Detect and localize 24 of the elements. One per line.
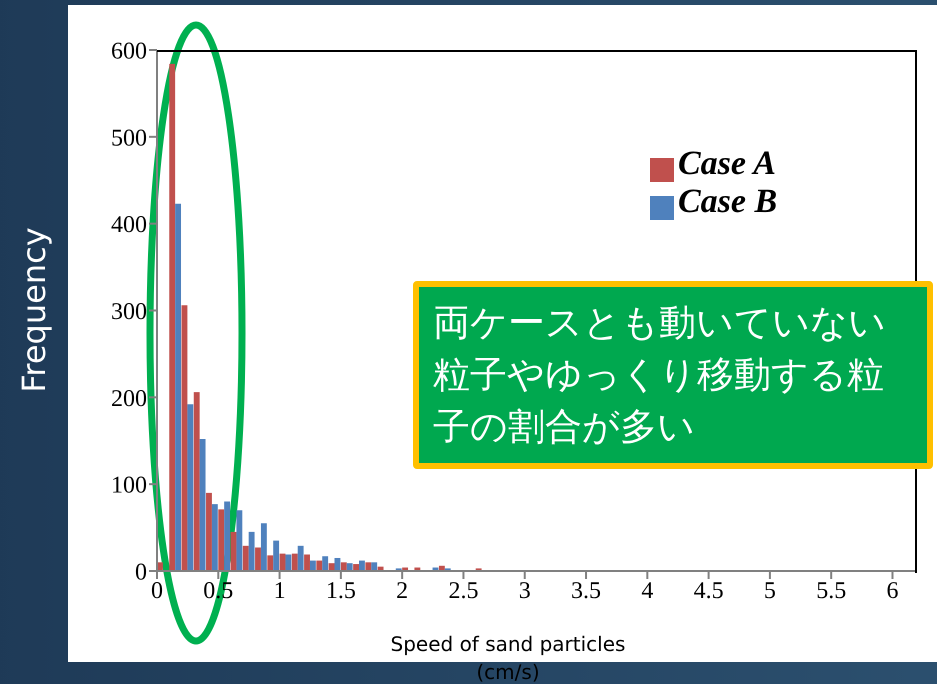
x-tick-label: 3.5	[571, 578, 602, 604]
x-tick-label: 5.5	[816, 578, 846, 604]
x-tick-label: 4.5	[694, 578, 724, 604]
y-axis-title: Frequency	[15, 227, 53, 393]
y-tick-label: 100	[111, 472, 147, 499]
y-tick-label: 0	[135, 560, 147, 586]
x-tick-label: 1	[274, 578, 286, 604]
x-tick-label: 3	[518, 578, 531, 604]
y-tick-label: 300	[111, 299, 147, 326]
x-tick-label: 2.5	[448, 578, 478, 604]
x-tick-label: 0	[151, 578, 163, 604]
x-tick-label: 1.5	[326, 578, 356, 604]
x-tick-label: 6	[886, 578, 898, 604]
x-tick-label: 4	[641, 578, 654, 604]
legend-label: Case B	[678, 183, 778, 220]
y-tick-label: 500	[111, 125, 147, 152]
y-tick-label: 200	[111, 386, 147, 412]
y-tick-label: 600	[111, 38, 147, 65]
x-tick-label: 2	[396, 578, 408, 604]
annotation: 両ケースとも動いていない粒子やゆっくり移動する粒子の割合が多い	[413, 281, 933, 469]
y-tick-label: 400	[111, 212, 147, 238]
x-tick-label: 5	[764, 578, 776, 604]
x-axis-title: Speed of sand particles (cm/s)	[390, 631, 626, 684]
legend-label: Case A	[678, 145, 776, 182]
